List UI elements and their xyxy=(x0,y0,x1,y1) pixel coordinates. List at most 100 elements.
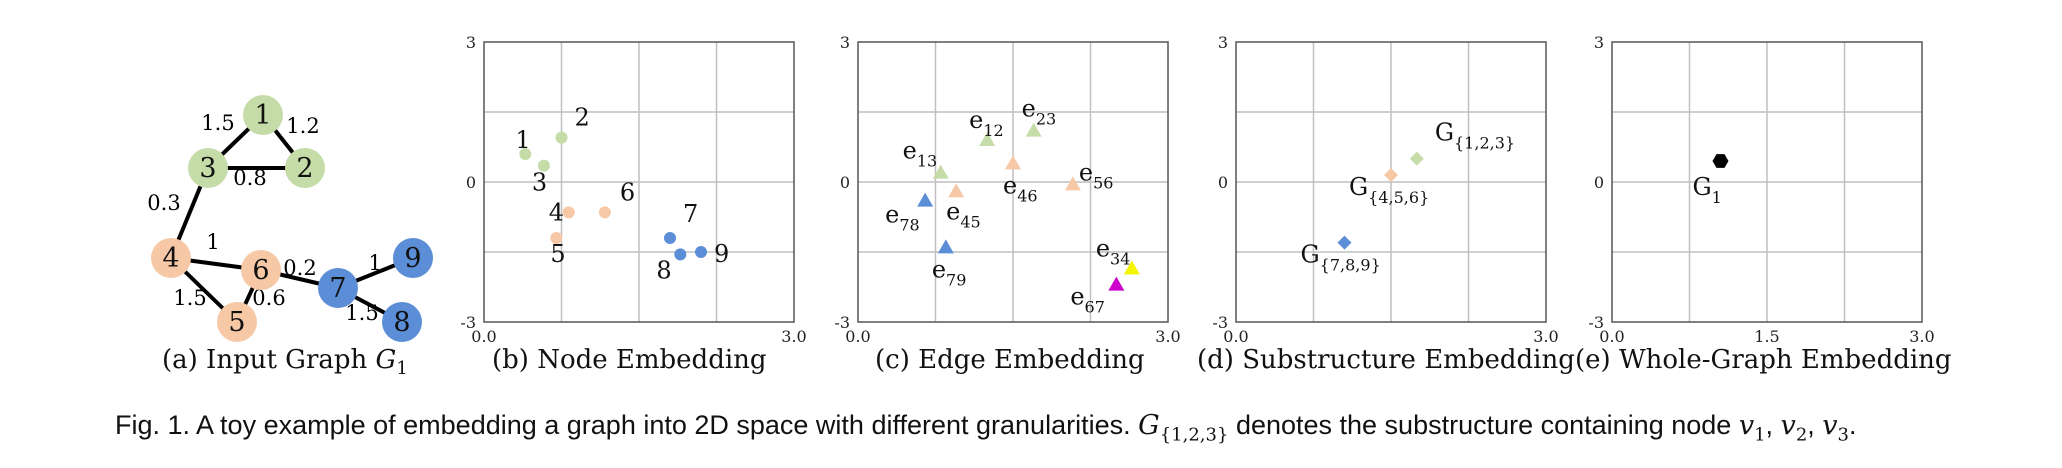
x-tick-label: 3.0 xyxy=(1155,327,1180,346)
edge-weight-label: 1 xyxy=(368,251,381,275)
caption-text-before: Fig. 1. A toy example of embedding a gra… xyxy=(115,410,1131,440)
point-label: e46 xyxy=(1003,171,1038,205)
y-tick-label: 0 xyxy=(840,173,850,192)
x-tick-label: 0.0 xyxy=(1599,327,1624,346)
scatter-panel-d: 3 0 -30.0 3.0 G{1,2,3}G{4,5,6} G{7,8,9} (d) Su… xyxy=(1197,33,1575,375)
point-2 xyxy=(555,131,568,144)
y-tick-label: 3 xyxy=(1594,33,1604,52)
caption-node-v3: v3 xyxy=(1822,410,1849,446)
graph-node-4 xyxy=(151,238,191,278)
point-label: G1 xyxy=(1693,173,1722,207)
point-4 xyxy=(562,206,575,219)
graph-node-7 xyxy=(318,268,358,308)
graph-node-label: 2 xyxy=(296,153,313,184)
graph-node-8 xyxy=(382,302,422,342)
point-5 xyxy=(550,232,563,244)
graph-node-9 xyxy=(393,238,433,278)
figure-caption: Fig. 1. A toy example of embedding a gra… xyxy=(115,410,1857,446)
point-label: G{7,8,9} xyxy=(1301,241,1381,275)
point-label: 4 xyxy=(549,198,564,226)
point-label: e13 xyxy=(903,137,938,171)
graph-node-label: 7 xyxy=(329,273,346,304)
panel-caption: (d) Substructure Embedding xyxy=(1197,345,1575,375)
plot-frame xyxy=(857,41,1169,323)
point-label: e23 xyxy=(1022,95,1057,129)
graph-node-2 xyxy=(285,148,325,188)
panel-caption: (b) Node Embedding xyxy=(492,345,767,375)
point-e-67 xyxy=(1108,276,1125,291)
point-label: e56 xyxy=(1079,158,1114,192)
point-label: e12 xyxy=(969,106,1004,140)
x-tick-label: 3.0 xyxy=(1909,327,1934,346)
y-tick-label: 3 xyxy=(1218,33,1228,52)
point-label: 8 xyxy=(656,256,671,284)
y-tick-label: 3 xyxy=(840,33,850,52)
point-6 xyxy=(598,206,611,219)
point-e-46 xyxy=(1005,155,1021,170)
point-e-12 xyxy=(979,132,996,146)
x-tick-label: 1.5 xyxy=(1754,327,1779,346)
graph-node-3 xyxy=(188,148,228,188)
graph-node-5 xyxy=(217,302,257,342)
graph-node-label: 6 xyxy=(252,255,269,286)
graph-node-6 xyxy=(241,250,281,290)
plot-frame xyxy=(1235,41,1547,323)
point-G-789 xyxy=(1337,235,1352,250)
point-label: 6 xyxy=(620,178,635,206)
caption-math-g: G{1,2,3} xyxy=(1138,410,1229,446)
graph-node-label: 8 xyxy=(393,307,410,338)
graph-node-label: 4 xyxy=(162,243,179,274)
y-tick-label: 3 xyxy=(466,33,476,52)
panel-caption: (c) Edge Embedding xyxy=(875,345,1145,375)
caption-node-v1: v1 xyxy=(1738,410,1766,446)
point-1 xyxy=(519,148,532,160)
point-label: 7 xyxy=(683,200,698,228)
point-label: 3 xyxy=(532,169,547,197)
point-label: 1 xyxy=(515,126,530,154)
y-tick-label: -3 xyxy=(1212,313,1228,332)
graph-node-label: 1 xyxy=(254,100,271,131)
point-e-23 xyxy=(1025,122,1042,137)
point-e-45 xyxy=(948,183,965,198)
point-label: 9 xyxy=(714,240,729,268)
caption-node-v2: v2 xyxy=(1780,410,1808,446)
x-tick-label: 0.0 xyxy=(1223,327,1248,346)
edge-weight-label: 0.8 xyxy=(233,166,266,190)
y-tick-label: 0 xyxy=(466,173,476,192)
scatter-panel-e: 3 0 -30.0 1.5 3.0 G1 (e) Whole-Graph Embedding xyxy=(1575,33,1952,375)
point-3 xyxy=(537,159,550,172)
point-e-56 xyxy=(1064,176,1081,191)
y-tick-label: -3 xyxy=(460,313,476,332)
point-e-13 xyxy=(932,164,949,179)
point-label: e67 xyxy=(1070,283,1105,317)
point-G-456 xyxy=(1384,168,1398,182)
point-G-1 xyxy=(1712,154,1729,168)
x-tick-label: 3.0 xyxy=(781,327,806,346)
edge-weight-label: 0.3 xyxy=(147,191,180,215)
point-8 xyxy=(674,248,687,261)
point-label: G{4,5,6} xyxy=(1349,173,1429,207)
x-tick-label: 0.0 xyxy=(471,327,496,346)
x-tick-label: 0.0 xyxy=(845,327,870,346)
edge-weight-label: 1.5 xyxy=(201,111,234,135)
edge-weight-label: 0.2 xyxy=(283,256,316,280)
point-G-123 xyxy=(1409,151,1424,166)
point-label: e45 xyxy=(946,197,981,231)
edge-weight-label: 1.5 xyxy=(173,286,206,310)
point-e-79 xyxy=(937,239,954,254)
point-label: 5 xyxy=(550,240,565,268)
point-label: 2 xyxy=(575,104,590,132)
edge-weight-label: 1.2 xyxy=(286,114,319,138)
graph-node-label: 9 xyxy=(404,243,421,274)
y-tick-label: 0 xyxy=(1218,173,1228,192)
y-tick-label: -3 xyxy=(834,313,850,332)
y-tick-label: -3 xyxy=(1588,313,1604,332)
point-label: e79 xyxy=(932,255,967,289)
scatter-panel-c: 3 0 -30.0 3.0 e13 e12 e23 e45 e46 e56 e78 e79 e34 e67… xyxy=(834,33,1180,375)
panel-caption: (e) Whole-Graph Embedding xyxy=(1575,345,1952,375)
point-label: G{1,2,3} xyxy=(1435,119,1515,153)
graph-node-label: 5 xyxy=(228,307,245,338)
